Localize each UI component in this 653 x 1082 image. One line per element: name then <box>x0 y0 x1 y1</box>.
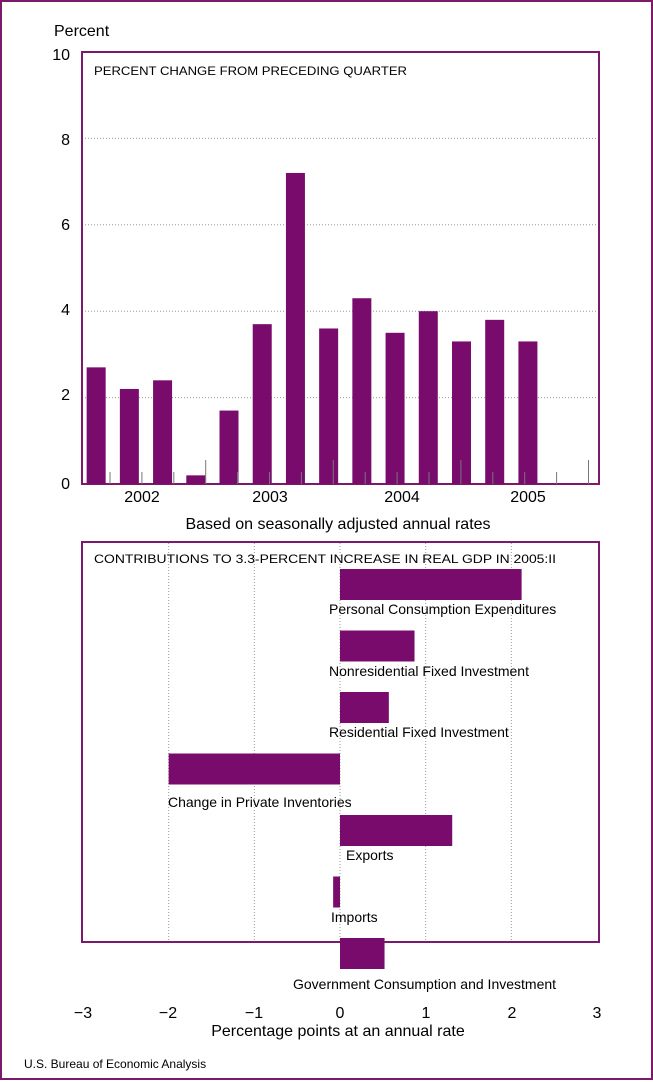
top-bar <box>119 388 139 484</box>
source-credit: U.S. Bureau of Economic Analysis <box>24 1057 206 1071</box>
top-y-tick-label: 2 <box>61 387 70 404</box>
top-y-tick-label: 8 <box>61 132 70 149</box>
top-bar <box>352 298 372 484</box>
bar-label-government: Government Consumption and Investment <box>293 976 556 992</box>
top-y-tick-label: 6 <box>61 217 70 234</box>
top-y-ticks: 0 2 4 6 8 10 <box>52 47 70 493</box>
top-bars <box>86 172 538 484</box>
top-y-axis-label: Percent <box>54 23 110 40</box>
bottom-bar <box>340 692 389 723</box>
top-y-tick-label: 10 <box>52 47 70 64</box>
top-x-year-labels: 2002 2003 2004 2005 <box>124 489 546 506</box>
bottom-bar <box>340 815 453 846</box>
top-x-year-label: 2002 <box>124 489 160 506</box>
top-bar <box>285 172 305 484</box>
bar-label-exports: Exports <box>346 847 393 863</box>
bar-label-res: Residential Fixed Investment <box>329 724 509 740</box>
top-chart-title: PERCENT CHANGE FROM PRECEDING QUARTER <box>94 64 407 78</box>
bottom-x-tick-label: −1 <box>245 1005 263 1022</box>
bottom-x-tick-label: 2 <box>508 1005 517 1022</box>
top-y-tick-label: 4 <box>61 302 70 319</box>
top-plot-border <box>81 51 600 485</box>
bottom-x-tick-label: 3 <box>593 1005 602 1022</box>
bottom-gridlines <box>168 543 512 941</box>
bottom-x-tick-label: 1 <box>422 1005 431 1022</box>
top-bar <box>418 311 438 484</box>
bottom-chart-title: CONTRIBUTIONS TO 3.3-PERCENT INCREASE IN… <box>94 552 556 566</box>
top-bar <box>252 324 272 484</box>
top-bar <box>153 380 173 484</box>
bar-label-pce: Personal Consumption Expenditures <box>329 601 556 617</box>
bottom-bar <box>340 569 522 600</box>
top-x-axis-title: Based on seasonally adjusted annual rate… <box>185 516 490 533</box>
top-bar <box>485 319 505 484</box>
bottom-bar-labels: Personal Consumption Expenditures Nonres… <box>168 601 556 992</box>
bottom-x-axis-title: Percentage points at an annual rate <box>211 1023 465 1040</box>
top-x-year-label: 2003 <box>252 489 288 506</box>
bottom-bars <box>168 569 522 969</box>
bottom-bar <box>340 938 385 969</box>
top-bar <box>86 367 106 484</box>
top-bar <box>518 341 538 484</box>
bottom-x-tick-label: −3 <box>74 1005 92 1022</box>
bar-label-nonres: Nonresidential Fixed Investment <box>329 663 529 679</box>
top-x-year-label: 2004 <box>384 489 420 506</box>
bottom-x-tick-label: −2 <box>159 1005 177 1022</box>
top-x-year-label: 2005 <box>510 489 546 506</box>
bottom-x-ticks: −3 −2 −1 0 1 2 3 <box>74 1005 602 1022</box>
bar-label-imports: Imports <box>331 909 378 925</box>
top-bar <box>319 328 339 484</box>
top-y-tick-label: 0 <box>61 476 70 493</box>
bar-label-inventories: Change in Private Inventories <box>168 794 352 810</box>
top-x-ticks <box>109 460 589 484</box>
top-bar <box>186 475 206 484</box>
bottom-bar <box>168 753 340 785</box>
top-gridlines <box>82 137 599 399</box>
top-bar <box>385 332 405 484</box>
bottom-bar <box>340 630 415 662</box>
top-bar <box>451 341 471 484</box>
bottom-bar <box>333 876 340 908</box>
bottom-x-tick-label: 0 <box>336 1005 345 1022</box>
top-bar <box>219 410 239 484</box>
